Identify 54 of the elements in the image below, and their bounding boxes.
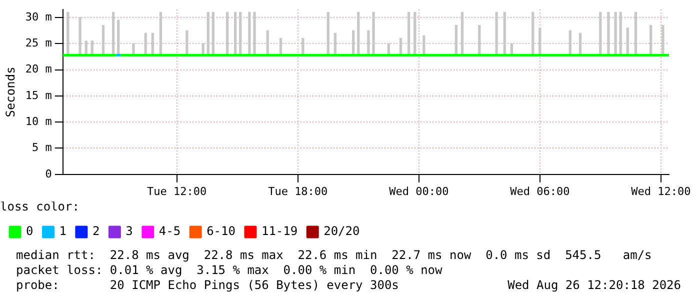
bar — [248, 12, 251, 56]
bar — [422, 35, 426, 56]
bar — [367, 30, 370, 56]
x-tick-label: Wed 00:00 — [389, 184, 449, 198]
bar — [634, 12, 638, 56]
text: packet loss: 0.01 % avg 3.15 % max 0.00 % min 0.00 % now — [16, 263, 444, 278]
bar — [253, 12, 256, 56]
legend-label: 11-19 — [261, 224, 298, 238]
bar — [662, 24, 664, 56]
y-tick-label: 30 m — [25, 10, 52, 24]
bar — [607, 12, 610, 56]
y-tick-label: 0 — [45, 167, 52, 180]
bar — [112, 12, 115, 56]
x-tick-label: Wed 06:00 — [510, 184, 570, 198]
bar — [503, 12, 506, 56]
bar — [532, 12, 534, 56]
legend-label: 4-5 — [158, 224, 181, 238]
bar — [460, 12, 464, 56]
y-tick-label: 15 m — [25, 88, 52, 102]
bar — [357, 12, 360, 56]
text: median rtt: 22.8 ms avg 22.8 ms max 22.6 ms min 22.7 ms now 0.0 ms sd 545.5 am/s — [16, 248, 653, 263]
legend-label: 2 — [92, 224, 100, 238]
bar — [206, 12, 210, 56]
x-tick-label: Tue 12:00 — [147, 184, 207, 198]
bar — [619, 12, 622, 56]
bar — [234, 12, 237, 56]
y-tick-label: 20 m — [25, 62, 52, 76]
bar — [407, 12, 410, 56]
y-tick-label: 25 m — [25, 36, 52, 50]
y-axis-title: Seconds — [3, 66, 18, 118]
bar — [614, 12, 617, 56]
legend-title: loss color: — [0, 200, 80, 214]
x-tick-label: Tue 18:00 — [268, 184, 328, 198]
text: probe: 20 ICMP Echo Pings (56 Bytes) every 300s — [16, 278, 399, 293]
legend-label: 3 — [126, 224, 133, 238]
bar — [159, 12, 162, 56]
y-tick-label: 10 m — [25, 114, 52, 128]
text: Wed Aug 26 12:20:18 2026 — [508, 278, 681, 293]
bar — [495, 12, 498, 56]
bar — [372, 12, 375, 56]
bar — [326, 12, 330, 56]
x-tick-label: Wed 12:00 — [631, 184, 691, 198]
bar — [66, 12, 70, 56]
legend-label: 20/20 — [324, 224, 360, 238]
bar — [226, 12, 229, 56]
bar — [414, 12, 416, 56]
bar — [599, 12, 602, 56]
legend-label: 6-10 — [206, 224, 236, 238]
y-tick-label: 5 m — [32, 141, 52, 154]
bar — [186, 30, 188, 56]
bar — [212, 12, 214, 56]
bar — [239, 12, 242, 56]
legend-label: 1 — [59, 224, 66, 238]
bar — [78, 17, 82, 56]
